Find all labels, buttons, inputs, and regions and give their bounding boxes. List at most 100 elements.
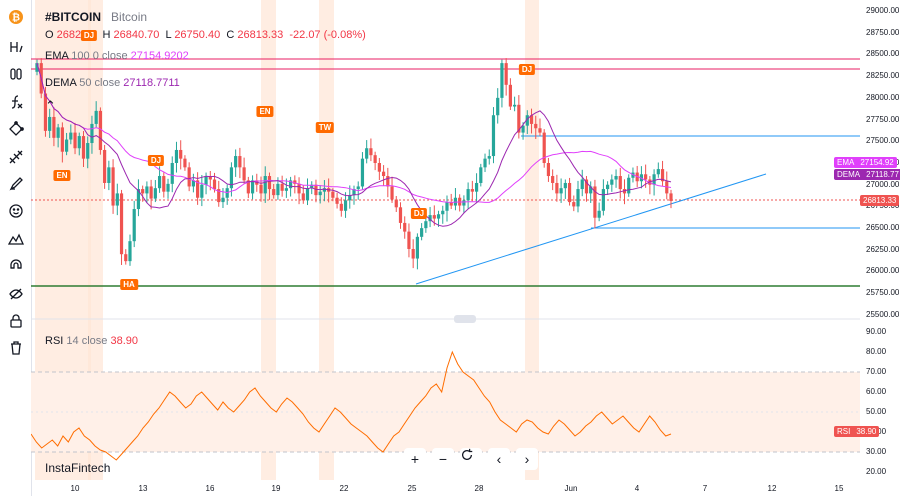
candle-body bbox=[128, 241, 132, 262]
candle-body bbox=[593, 186, 597, 218]
delete-icon[interactable] bbox=[7, 339, 25, 357]
dema-legend[interactable]: DEMA 50 close 27118.7711 bbox=[45, 77, 180, 89]
candle-body bbox=[644, 174, 648, 180]
price-axis-label: 25750.00 bbox=[866, 288, 900, 298]
candle-body bbox=[212, 179, 217, 190]
candle-body bbox=[187, 167, 191, 187]
candle-body bbox=[98, 110, 102, 150]
event-marker[interactable]: HA bbox=[120, 279, 138, 290]
symbol-name: Bitcoin bbox=[111, 10, 148, 24]
candle-body bbox=[149, 186, 153, 199]
candle-body bbox=[360, 158, 365, 187]
low-label: L bbox=[165, 29, 172, 41]
candle-body bbox=[77, 136, 81, 149]
candle-body bbox=[601, 189, 605, 211]
node-icon[interactable] bbox=[7, 120, 25, 138]
event-marker[interactable]: DJ bbox=[80, 30, 98, 41]
dema-line bbox=[36, 62, 672, 227]
close-label: C bbox=[226, 29, 235, 41]
zoom-out-button[interactable]: − bbox=[432, 448, 454, 470]
candle-body bbox=[669, 193, 673, 201]
candle-body bbox=[107, 167, 111, 183]
rsi-badge-label: RSI bbox=[837, 427, 851, 436]
reset-chart-button[interactable] bbox=[460, 448, 482, 470]
last-price-badge: 26813.33 bbox=[860, 195, 900, 206]
candle-body bbox=[157, 176, 162, 189]
event-marker[interactable]: TW bbox=[315, 122, 335, 133]
candle-body bbox=[487, 156, 491, 159]
reset-icon bbox=[462, 448, 473, 460]
emoji-icon[interactable] bbox=[7, 202, 25, 220]
candle-body bbox=[529, 115, 534, 124]
scroll-left-button[interactable]: ‹ bbox=[488, 448, 510, 470]
rsi-line bbox=[31, 350, 672, 461]
candle-body bbox=[229, 167, 234, 189]
rsi-badge: RSI 38.90 bbox=[834, 426, 880, 437]
hide-drawings-icon[interactable] bbox=[7, 285, 25, 303]
rsi-value: 38.90 bbox=[110, 335, 138, 347]
candle-body bbox=[567, 182, 572, 203]
time-axis-label: 13 bbox=[138, 484, 148, 493]
candle-body bbox=[563, 182, 567, 189]
fib-tool-icon[interactable] bbox=[7, 148, 25, 166]
time-axis-label: 28 bbox=[474, 484, 484, 493]
measure-icon[interactable] bbox=[7, 38, 25, 56]
pattern-icon[interactable] bbox=[7, 230, 25, 248]
candle-body bbox=[483, 158, 487, 168]
candle-body bbox=[263, 176, 267, 194]
candle-body bbox=[525, 115, 529, 126]
candle-body bbox=[196, 180, 200, 198]
candle-body bbox=[310, 184, 314, 189]
event-marker[interactable]: DJ bbox=[147, 155, 165, 166]
rsi-axis-label: 60.00 bbox=[866, 387, 887, 396]
lock-icon[interactable] bbox=[7, 312, 25, 330]
event-marker[interactable]: EN bbox=[53, 170, 71, 181]
candle-body bbox=[119, 193, 124, 255]
rsi-legend[interactable]: RSI 14 close 38.90 bbox=[45, 335, 138, 347]
candle-body bbox=[394, 199, 398, 208]
drawing-toolbar: ₿ bbox=[0, 0, 32, 496]
price-axis-label: 27750.00 bbox=[866, 114, 900, 124]
candle-body bbox=[390, 186, 394, 200]
price-axis[interactable]: 29000.00 28750.00 28500.00 28250.00 28000.00… bbox=[834, 0, 900, 496]
zoom-in-button[interactable]: + bbox=[404, 448, 426, 470]
time-axis-label: Jun bbox=[564, 484, 578, 493]
candle-body bbox=[297, 183, 301, 194]
candle-body bbox=[124, 254, 128, 262]
candle-body bbox=[250, 180, 255, 194]
chart-canvas[interactable] bbox=[31, 0, 860, 496]
open-label: O bbox=[45, 29, 54, 41]
event-marker[interactable]: DJ bbox=[518, 64, 536, 75]
candle-body bbox=[43, 93, 48, 131]
candle-body bbox=[513, 104, 517, 107]
candle-body bbox=[559, 188, 563, 194]
scroll-right-button[interactable]: › bbox=[516, 448, 538, 470]
magnet-icon[interactable] bbox=[7, 258, 25, 276]
function-icon[interactable] bbox=[7, 93, 25, 111]
ema-legend[interactable]: EMA 100 0 close 27154.9202 bbox=[45, 50, 189, 62]
chart-area[interactable]: #BITCOIN Bitcoin O 26827 H 26840.70 L 26… bbox=[31, 0, 860, 496]
dema-price-badge: DEMA 27118.77 bbox=[834, 169, 900, 180]
price-axis-label: 28750.00 bbox=[866, 27, 900, 37]
pane-resize-handle[interactable] bbox=[454, 315, 476, 323]
candle-body bbox=[356, 186, 360, 190]
brush-icon[interactable] bbox=[7, 175, 25, 193]
collapse-legend-icon[interactable]: ⌃ bbox=[45, 98, 56, 113]
candle-body bbox=[534, 123, 538, 129]
time-axis-label: 15 bbox=[834, 484, 844, 493]
event-marker[interactable]: EN bbox=[256, 106, 274, 117]
candle-body bbox=[166, 183, 170, 192]
time-axis-label: 12 bbox=[767, 484, 777, 493]
dema-value: 27118.7711 bbox=[123, 77, 180, 89]
candle-body bbox=[365, 148, 369, 159]
bitcoin-logo-icon: ₿ bbox=[7, 8, 25, 26]
candle-body bbox=[551, 176, 555, 183]
rsi-axis-label: 20.00 bbox=[866, 467, 887, 476]
event-marker[interactable]: DJ bbox=[410, 208, 428, 219]
svg-text:₿: ₿ bbox=[12, 12, 20, 24]
rsi-name: RSI bbox=[45, 335, 64, 347]
candle-body bbox=[470, 189, 474, 192]
candle-body bbox=[403, 222, 407, 232]
brackets-icon[interactable] bbox=[7, 65, 25, 83]
dema-params: 50 close bbox=[79, 77, 121, 89]
